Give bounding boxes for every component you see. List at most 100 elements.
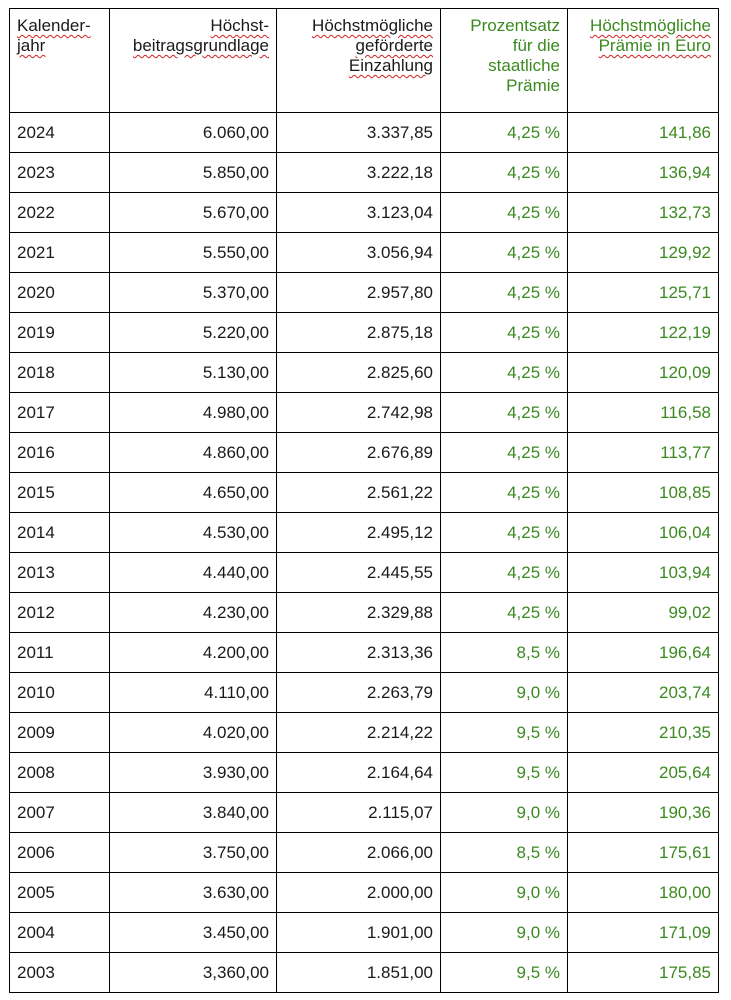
table-row: 2006 3.750,00 2.066,00 8,5 % 175,61 <box>9 832 719 873</box>
year-cell: 2014 <box>9 512 110 553</box>
max-premium-cell: 106,04 <box>567 512 719 553</box>
premium-rate-cell: 4,25 % <box>440 592 568 633</box>
table-row: 2020 5.370,00 2.957,80 4,25 % 125,71 <box>9 272 719 313</box>
header-max-subsidized-deposit-label: Höchstmögliche geförderte Einzahlung <box>312 16 433 75</box>
subsidized-deposit-cell: 3.056,94 <box>276 232 441 273</box>
year-cell: 2004 <box>9 912 110 953</box>
year-cell: 2017 <box>9 392 110 433</box>
premium-rate-cell: 4,25 % <box>440 472 568 513</box>
contribution-base-cell: 5.670,00 <box>109 192 277 233</box>
header-premium-rate-label: Prozentsatz für die staatliche Prämie <box>470 16 560 95</box>
premium-rate-cell: 4,25 % <box>440 272 568 313</box>
contribution-base-cell: 4.530,00 <box>109 512 277 553</box>
header-max-premium-euro: Höchstmögliche Prämie in Euro <box>567 8 719 113</box>
contribution-base-cell: 4.200,00 <box>109 632 277 673</box>
premium-rate-cell: 9,5 % <box>440 952 568 993</box>
premium-rate-cell: 9,0 % <box>440 792 568 833</box>
table-container: Kalender- jahr Höchst- beitragsgrundlage… <box>9 8 719 993</box>
subsidized-deposit-cell: 1.901,00 <box>276 912 441 953</box>
year-cell: 2006 <box>9 832 110 873</box>
subsidized-deposit-cell: 2.115,07 <box>276 792 441 833</box>
year-cell: 2012 <box>9 592 110 633</box>
year-cell: 2010 <box>9 672 110 713</box>
max-premium-cell: 103,94 <box>567 552 719 593</box>
contribution-base-cell: 4.230,00 <box>109 592 277 633</box>
subsidized-deposit-cell: 2.825,60 <box>276 352 441 393</box>
table-row: 2003 3,360,00 1.851,00 9,5 % 175,85 <box>9 952 719 993</box>
premium-rate-cell: 4,25 % <box>440 432 568 473</box>
table-row: 2011 4.200,00 2.313,36 8,5 % 196,64 <box>9 632 719 673</box>
year-cell: 2013 <box>9 552 110 593</box>
table-row: 2009 4.020,00 2.214,22 9,5 % 210,35 <box>9 712 719 753</box>
subsidized-deposit-cell: 2.164,64 <box>276 752 441 793</box>
table-row: 2015 4.650,00 2.561,22 4,25 % 108,85 <box>9 472 719 513</box>
max-premium-cell: 99,02 <box>567 592 719 633</box>
contribution-base-cell: 4.860,00 <box>109 432 277 473</box>
header-max-contribution-base: Höchst- beitragsgrundlage <box>109 8 277 113</box>
table-row: 2008 3.930,00 2.164,64 9,5 % 205,64 <box>9 752 719 793</box>
max-premium-cell: 141,86 <box>567 112 719 153</box>
premium-rate-cell: 4,25 % <box>440 232 568 273</box>
table-row: 2016 4.860,00 2.676,89 4,25 % 113,77 <box>9 432 719 473</box>
header-calendar-year: Kalender- jahr <box>9 8 110 113</box>
table-row: 2005 3.630,00 2.000,00 9,0 % 180,00 <box>9 872 719 913</box>
table-body: 2024 6.060,00 3.337,85 4,25 % 141,86 2023 5.85… <box>9 112 719 993</box>
subsidized-deposit-cell: 2.742,98 <box>276 392 441 433</box>
subsidized-deposit-cell: 2.445,55 <box>276 552 441 593</box>
table-row: 2007 3.840,00 2.115,07 9,0 % 190,36 <box>9 792 719 833</box>
table-row: 2012 4.230,00 2.329,88 4,25 % 99,02 <box>9 592 719 633</box>
max-premium-cell: 120,09 <box>567 352 719 393</box>
max-premium-cell: 129,92 <box>567 232 719 273</box>
year-cell: 2023 <box>9 152 110 193</box>
max-premium-cell: 113,77 <box>567 432 719 473</box>
table-row: 2024 6.060,00 3.337,85 4,25 % 141,86 <box>9 112 719 153</box>
subsidized-deposit-cell: 2.313,36 <box>276 632 441 673</box>
premium-rate-cell: 4,25 % <box>440 392 568 433</box>
year-cell: 2011 <box>9 632 110 673</box>
subsidized-deposit-cell: 2.263,79 <box>276 672 441 713</box>
max-premium-cell: 136,94 <box>567 152 719 193</box>
year-cell: 2022 <box>9 192 110 233</box>
contribution-base-cell: 4.110,00 <box>109 672 277 713</box>
contribution-base-cell: 3.840,00 <box>109 792 277 833</box>
contribution-base-cell: 5.370,00 <box>109 272 277 313</box>
table-row: 2021 5.550,00 3.056,94 4,25 % 129,92 <box>9 232 719 273</box>
premium-rate-cell: 4,25 % <box>440 352 568 393</box>
year-cell: 2003 <box>9 952 110 993</box>
subsidized-deposit-cell: 2.214,22 <box>276 712 441 753</box>
header-premium-rate: Prozentsatz für die staatliche Prämie <box>440 8 568 113</box>
table-row: 2004 3.450,00 1.901,00 9,0 % 171,09 <box>9 912 719 953</box>
max-premium-cell: 190,36 <box>567 792 719 833</box>
premium-table: Kalender- jahr Höchst- beitragsgrundlage… <box>9 8 719 993</box>
max-premium-cell: 175,85 <box>567 952 719 993</box>
subsidized-deposit-cell: 1.851,00 <box>276 952 441 993</box>
year-cell: 2008 <box>9 752 110 793</box>
contribution-base-cell: 4.980,00 <box>109 392 277 433</box>
subsidized-deposit-cell: 2.875,18 <box>276 312 441 353</box>
year-cell: 2021 <box>9 232 110 273</box>
table-row: 2014 4.530,00 2.495,12 4,25 % 106,04 <box>9 512 719 553</box>
max-premium-cell: 196,64 <box>567 632 719 673</box>
year-cell: 2009 <box>9 712 110 753</box>
premium-rate-cell: 4,25 % <box>440 512 568 553</box>
contribution-base-cell: 5.550,00 <box>109 232 277 273</box>
subsidized-deposit-cell: 2.066,00 <box>276 832 441 873</box>
premium-rate-cell: 8,5 % <box>440 832 568 873</box>
premium-rate-cell: 4,25 % <box>440 312 568 353</box>
premium-rate-cell: 9,5 % <box>440 712 568 753</box>
table-header: Kalender- jahr Höchst- beitragsgrundlage… <box>9 8 719 113</box>
premium-rate-cell: 4,25 % <box>440 152 568 193</box>
year-cell: 2007 <box>9 792 110 833</box>
subsidized-deposit-cell: 3.123,04 <box>276 192 441 233</box>
year-cell: 2024 <box>9 112 110 153</box>
subsidized-deposit-cell: 3.222,18 <box>276 152 441 193</box>
contribution-base-cell: 4.650,00 <box>109 472 277 513</box>
contribution-base-cell: 5.130,00 <box>109 352 277 393</box>
premium-rate-cell: 8,5 % <box>440 632 568 673</box>
premium-rate-cell: 9,5 % <box>440 752 568 793</box>
table-row: 2010 4.110,00 2.263,79 9,0 % 203,74 <box>9 672 719 713</box>
contribution-base-cell: 3.630,00 <box>109 872 277 913</box>
year-cell: 2015 <box>9 472 110 513</box>
header-max-premium-euro-label: Höchstmögliche Prämie in Euro <box>590 16 711 55</box>
header-calendar-year-label: Kalender- jahr <box>17 16 91 55</box>
